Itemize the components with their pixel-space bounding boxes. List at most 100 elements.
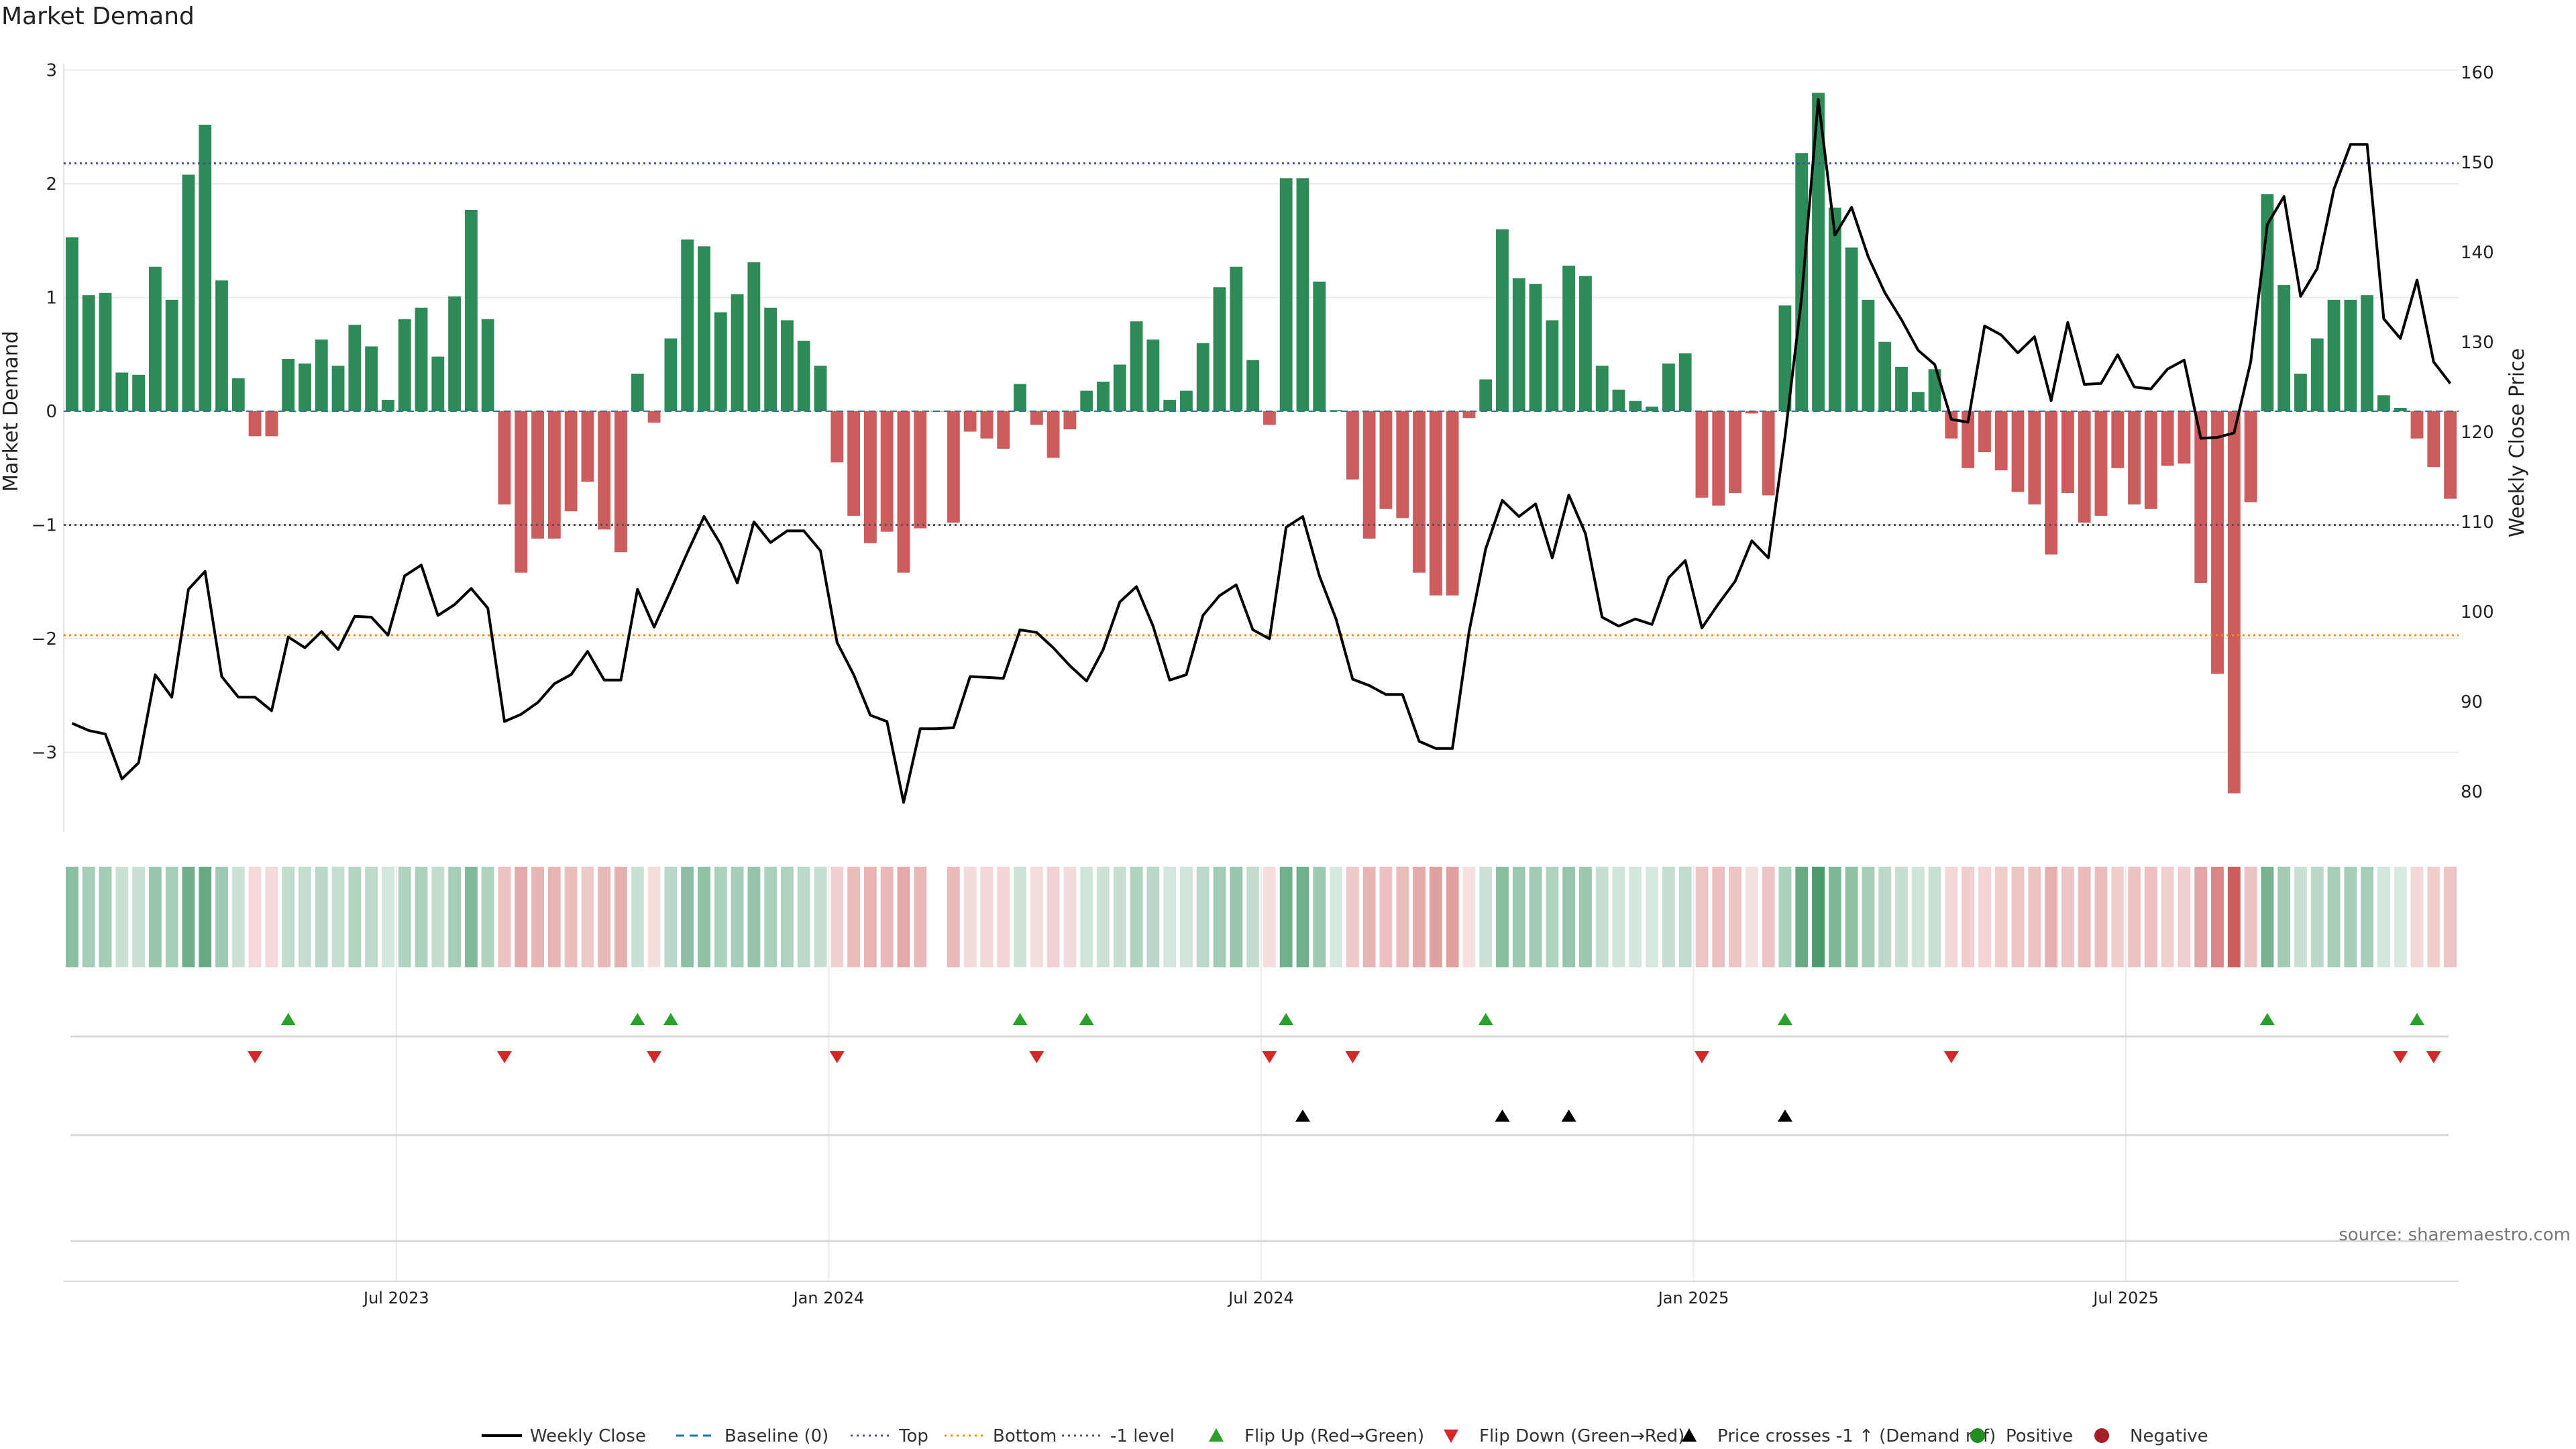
demand-bar — [2028, 411, 2041, 504]
heat-strip-cell — [1196, 867, 1210, 967]
demand-bar — [631, 374, 644, 411]
heat-strip-cell — [199, 867, 212, 967]
heat-strip-cell — [1911, 867, 1925, 967]
legend-label: Positive — [2006, 1426, 2073, 1446]
heat-strip-cell — [265, 867, 278, 967]
heat-strip-cell — [1662, 867, 1675, 967]
demand-bar — [863, 411, 877, 543]
legend-label: Negative — [2130, 1426, 2208, 1446]
demand-bar — [2178, 411, 2191, 464]
demand-bar — [598, 411, 611, 530]
demand-bar — [2045, 411, 2058, 555]
demand-bar — [1030, 411, 1043, 425]
heat-strip-cell — [1629, 867, 1642, 967]
heat-strip-cell — [99, 867, 112, 967]
demand-bar — [1828, 207, 1841, 411]
y2-tick-label: 80 — [2461, 782, 2483, 802]
x-tick-label: Jul 2025 — [2092, 1289, 2159, 1307]
heat-strip-cell — [2211, 867, 2224, 967]
demand-bar — [1346, 411, 1359, 480]
price-cross-marker — [1561, 1110, 1576, 1122]
heat-strip-cell — [1678, 867, 1692, 967]
heat-strip-cell — [2144, 867, 2157, 967]
demand-bar — [1429, 411, 1442, 596]
legend-swatch-down — [1444, 1430, 1458, 1443]
heat-strip-cell — [1330, 867, 1342, 967]
heat-strip-cell — [1978, 867, 1991, 967]
heat-strip-cell — [1496, 867, 1509, 967]
heat-strip-cell — [1845, 867, 1858, 967]
demand-bar — [2277, 284, 2291, 411]
demand-bar — [148, 266, 162, 411]
legend-label: Baseline (0) — [724, 1426, 828, 1446]
heat-strip-cell — [148, 867, 162, 967]
demand-bar — [515, 411, 528, 573]
legend-item: Positive — [1970, 1426, 2073, 1446]
flip-up-marker — [663, 1013, 678, 1025]
flip-down-marker — [2426, 1051, 2441, 1063]
heat-strip-cell — [2194, 867, 2208, 967]
demand-bar — [1695, 411, 1709, 498]
demand-bar — [1962, 411, 1975, 468]
flip-up-marker — [630, 1013, 645, 1025]
demand-bar — [564, 411, 578, 512]
demand-bar — [1762, 411, 1775, 496]
demand-bar — [2211, 411, 2224, 674]
heat-strip-cell — [631, 867, 644, 967]
legend-swatch-up — [1209, 1428, 1224, 1442]
demand-bar — [265, 411, 278, 437]
heat-strip-cell — [747, 867, 761, 967]
demand-bar — [664, 338, 678, 411]
heat-strip-cell — [132, 867, 145, 967]
heat-strip-cell — [1945, 867, 1958, 967]
flip-down-marker — [1943, 1051, 1959, 1063]
y-tick-label: 2 — [46, 174, 57, 195]
flip-up-marker — [1079, 1013, 1094, 1025]
demand-bar — [115, 372, 129, 411]
flip-down-marker — [1262, 1051, 1277, 1063]
flip-up-marker — [1777, 1013, 1792, 1025]
demand-bar — [1246, 360, 1260, 411]
y-tick-label: 0 — [46, 402, 57, 422]
heat-strip-cell — [2427, 867, 2440, 967]
heat-strip-cell — [2078, 867, 2091, 967]
heat-strip-cell — [182, 867, 195, 967]
demand-bar — [897, 411, 910, 573]
flip-down-marker — [647, 1051, 662, 1063]
x-tick-label: Jan 2024 — [792, 1289, 865, 1307]
heat-strip-cell — [2244, 867, 2257, 967]
heat-strip-cell — [1878, 867, 1892, 967]
y-axis-label: Market Demand — [0, 331, 23, 492]
heat-strip-cell — [2294, 867, 2307, 967]
x-tick-label: Jul 2023 — [362, 1289, 429, 1307]
heat-strip-cell — [897, 867, 910, 967]
demand-bar — [99, 292, 112, 411]
demand-bar — [1196, 343, 1210, 411]
heat-strip-cell — [2344, 867, 2357, 967]
demand-bar — [2427, 411, 2440, 468]
demand-bar — [614, 411, 627, 553]
demand-bar — [847, 411, 861, 516]
flip-up-marker — [1012, 1013, 1028, 1025]
demand-bar — [1745, 411, 1758, 414]
heat-strip-cell — [2361, 867, 2374, 967]
heat-strip-cell — [2277, 867, 2291, 967]
demand-bar — [182, 174, 195, 411]
demand-bar — [1097, 381, 1110, 411]
y2-tick-label: 160 — [2461, 63, 2494, 83]
demand-bar — [1862, 299, 1875, 411]
demand-bar — [1130, 321, 1143, 411]
price-cross-marker — [1495, 1110, 1510, 1122]
legend-item: Flip Up (Red→Green) — [1209, 1426, 1424, 1446]
demand-bar — [1279, 178, 1293, 411]
demand-bar — [464, 209, 478, 411]
demand-bar — [1945, 411, 1958, 439]
demand-bar — [365, 346, 378, 411]
heat-strip-cell — [1213, 867, 1226, 967]
heat-strip-cell — [847, 867, 861, 967]
heat-strip-cell — [830, 867, 844, 967]
demand-bar — [963, 411, 977, 432]
demand-bar — [2144, 411, 2157, 509]
heat-strip-cell — [1163, 867, 1177, 967]
heat-strip-cell — [914, 867, 927, 967]
